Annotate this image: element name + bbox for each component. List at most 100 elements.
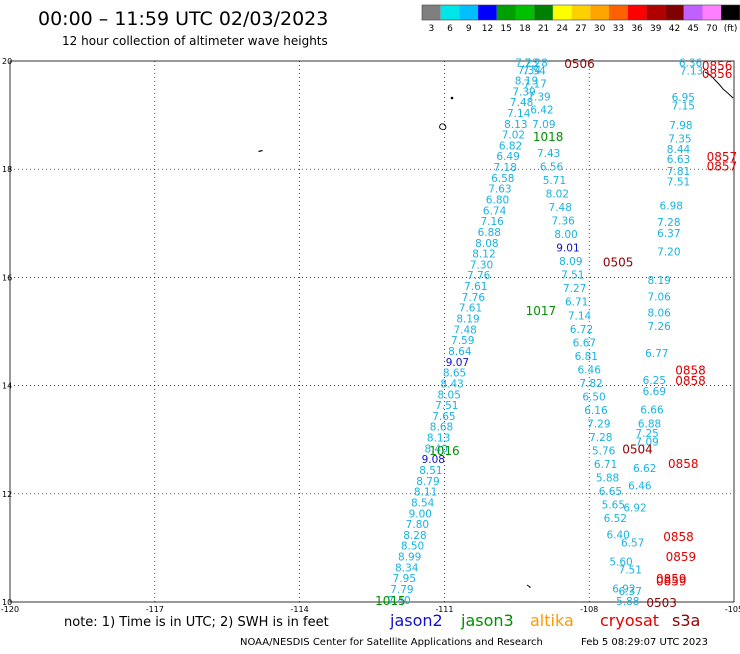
swh-value-label: 6.72 bbox=[570, 324, 593, 336]
swh-value-label: 7.51 bbox=[561, 270, 584, 282]
swh-value-label: 7.76 bbox=[467, 270, 491, 282]
pass-time-label: 0856 bbox=[702, 67, 733, 81]
swh-value-label: 6.80 bbox=[486, 194, 509, 206]
swh-value-label: 7.54 bbox=[522, 66, 546, 78]
x-tick-label: -114 bbox=[291, 605, 309, 614]
colorbar-label: 21 bbox=[538, 24, 549, 34]
legend-altika: altika bbox=[530, 611, 574, 630]
plot-area: -120 -117 -114 -111 -108 -105 10 12 14 16 18 20 7.40… bbox=[1, 57, 740, 614]
pass-time-label: 1016 bbox=[429, 444, 460, 458]
swh-value-label: 8.13 bbox=[427, 433, 450, 445]
colorbar-label: 24 bbox=[557, 24, 569, 34]
swh-value-label: 7.17 bbox=[523, 79, 546, 91]
swh-value-label: 7.14 bbox=[507, 108, 531, 120]
swh-value-label: 9.00 bbox=[409, 508, 432, 520]
series-jason3: 7.407.797.958.348.998.508.287.809.008.54… bbox=[387, 58, 541, 607]
swh-value-label: 9.01 bbox=[556, 243, 579, 255]
colorbar-swatch bbox=[422, 5, 441, 20]
swh-value-label: 7.51 bbox=[667, 177, 690, 189]
swh-value-label: 6.50 bbox=[582, 391, 605, 403]
swh-value-label: 8.54 bbox=[411, 497, 435, 509]
swh-value-label: 7.36 bbox=[551, 216, 575, 228]
colorbar-swatch bbox=[627, 5, 647, 20]
swh-value-label: 8.11 bbox=[414, 487, 437, 499]
swh-value-label: 7.61 bbox=[464, 281, 487, 293]
swh-value-label: 7.39 bbox=[527, 92, 550, 104]
swh-value-label: 6.56 bbox=[540, 161, 564, 173]
swh-value-label: 7.06 bbox=[647, 291, 671, 303]
swh-value-label: 8.79 bbox=[416, 476, 439, 488]
swh-value-label: 6.49 bbox=[496, 151, 519, 163]
swh-value-label: 7.29 bbox=[587, 418, 610, 430]
colorbar-label: 36 bbox=[631, 24, 643, 34]
swh-value-label: 7.65 bbox=[432, 411, 455, 423]
colorbar-label: 45 bbox=[687, 24, 698, 34]
colorbar-label: 70 bbox=[706, 24, 718, 34]
swh-value-label: 6.88 bbox=[638, 418, 661, 430]
pass-time-label: 0858 bbox=[675, 374, 706, 388]
pass-time-label: 1017 bbox=[526, 304, 557, 318]
swh-value-label: 6.63 bbox=[667, 154, 690, 166]
swh-value-label: 8.19 bbox=[647, 275, 670, 287]
swh-value-label: 9.07 bbox=[446, 357, 469, 369]
swh-value-label: 7.28 bbox=[524, 58, 547, 70]
island-dot bbox=[526, 584, 531, 588]
legend-jason3: jason3 bbox=[460, 611, 514, 630]
colorbar-swatch bbox=[609, 5, 628, 20]
colorbar-swatch bbox=[534, 5, 553, 20]
chart-subtitle: 12 hour collection of altimeter wave hei… bbox=[62, 34, 328, 48]
swh-value-label: 6.52 bbox=[604, 513, 627, 525]
swh-value-label: 7.25 bbox=[635, 428, 658, 440]
pass-time-label: 0858 bbox=[663, 530, 694, 544]
swh-value-label: 7.82 bbox=[579, 378, 602, 390]
x-tick-label: -117 bbox=[146, 605, 164, 614]
pass-time-label: 0858 bbox=[668, 457, 699, 471]
colorbar-swatch bbox=[515, 5, 535, 20]
swh-value-label: 8.12 bbox=[472, 249, 495, 261]
swh-value-label: 8.64 bbox=[448, 346, 472, 358]
swh-value-label: 6.92 bbox=[612, 583, 635, 595]
colorbar-swatch bbox=[683, 5, 703, 20]
swh-value-label: 7.48 bbox=[510, 97, 533, 109]
y-tick-label: 20 bbox=[2, 57, 12, 66]
swh-value-label: 8.99 bbox=[398, 552, 421, 564]
legend-cryosat: cryosat bbox=[600, 611, 659, 630]
x-tick-label: -120 bbox=[1, 605, 19, 614]
colorbar-label: 12 bbox=[482, 24, 493, 34]
swh-value-label: 8.44 bbox=[667, 144, 691, 156]
swh-value-label: 7.81 bbox=[667, 166, 690, 178]
series-jason3-descending: 7.287.547.177.396.427.097.436.565.718.02… bbox=[522, 58, 639, 608]
swh-value-label: 5.88 bbox=[596, 473, 619, 485]
swh-value-label: 7.15 bbox=[672, 100, 695, 112]
swh-value-label: 7.09 bbox=[635, 436, 658, 448]
colorbar-label: 6 bbox=[447, 24, 453, 34]
y-tick-label: 12 bbox=[2, 490, 12, 499]
swh-value-label: 6.67 bbox=[573, 337, 596, 349]
colorbar-swatch bbox=[646, 5, 666, 20]
swh-value-label: 6.71 bbox=[565, 297, 588, 309]
swh-value-label: 7.13 bbox=[680, 66, 703, 78]
pass-time-label: 0859 bbox=[656, 574, 687, 588]
colorbar-label: 3 bbox=[428, 24, 434, 34]
series-cryosat-track: 6.367.136.957.157.987.358.446.637.817.51… bbox=[619, 58, 704, 599]
swh-value-label: 6.66 bbox=[640, 404, 664, 416]
swh-value-label: 8.02 bbox=[546, 189, 569, 201]
swh-value-label: 6.74 bbox=[483, 205, 507, 217]
colorbar-label: 42 bbox=[669, 24, 680, 34]
swh-value-label: 6.25 bbox=[643, 375, 666, 387]
swh-value-label: 6.46 bbox=[628, 481, 652, 493]
colorbar-label: 9 bbox=[466, 24, 472, 34]
colorbar-swatch bbox=[571, 5, 591, 20]
swh-value-label: 6.88 bbox=[478, 227, 501, 239]
y-tick-label: 14 bbox=[2, 382, 12, 391]
swh-value-label: 6.69 bbox=[643, 386, 666, 398]
header: 00:00 – 11:59 UTC 02/03/2023 12 hour col… bbox=[38, 8, 328, 48]
swh-value-label: 7.76 bbox=[462, 292, 486, 304]
swh-value-label: 8.51 bbox=[419, 465, 442, 477]
swh-value-label: 7.30 bbox=[470, 259, 493, 271]
swh-value-label: 7.61 bbox=[459, 303, 482, 315]
colorbar-label: 30 bbox=[594, 24, 606, 34]
swh-value-label: 7.40 bbox=[387, 595, 410, 607]
swh-value-label: 6.65 bbox=[599, 486, 622, 498]
colorbar-label: (ft) bbox=[724, 24, 738, 34]
